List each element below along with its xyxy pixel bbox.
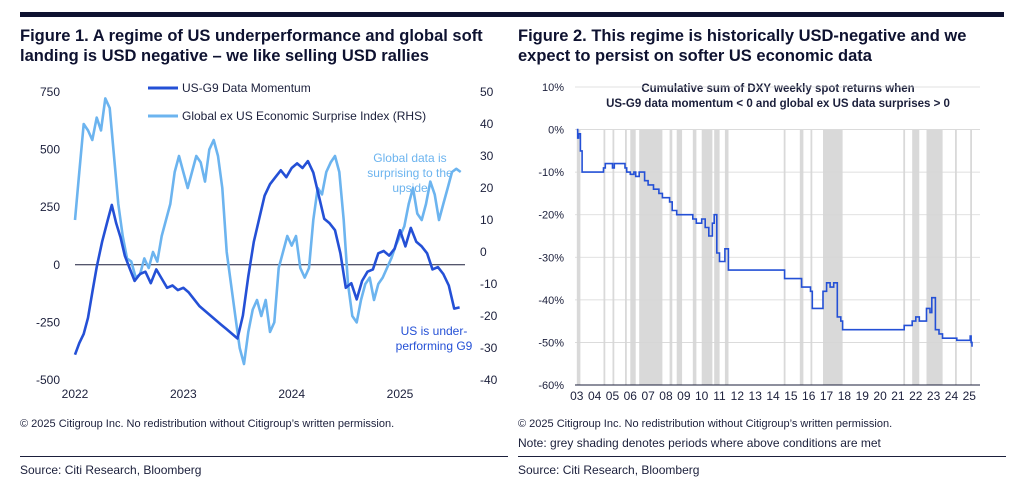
figure2-title: Figure 2. This regime is historically US… xyxy=(518,27,967,65)
annotation-global: Global data is xyxy=(373,151,446,165)
y-tick-label: 0% xyxy=(548,125,564,137)
x-tick-label: 03 xyxy=(570,389,584,403)
x-tick-label: 05 xyxy=(606,389,620,403)
x-tick-label: 20 xyxy=(873,389,887,403)
x-tick-label: 16 xyxy=(802,389,816,403)
figure2-source: Source: Citi Research, Bloomberg xyxy=(518,463,700,477)
y-right-tick-label: -40 xyxy=(480,373,498,387)
cumulative-returns-line xyxy=(576,128,973,347)
figure1-source: Source: Citi Research, Bloomberg xyxy=(20,463,202,477)
y-left-tick-label: 500 xyxy=(40,143,60,157)
figure2-chart: Cumulative sum of DXY weekly spot return… xyxy=(538,82,980,403)
y-left-tick-label: 250 xyxy=(40,200,60,214)
x-tick-label: 07 xyxy=(641,389,655,403)
x-tick-label: 19 xyxy=(856,389,870,403)
top-rule xyxy=(20,12,1004,17)
x-tick-label: 11 xyxy=(713,389,726,403)
x-tick-label: 06 xyxy=(624,389,638,403)
x-tick-label: 08 xyxy=(659,389,673,403)
y-left-tick-label: 750 xyxy=(40,85,60,99)
y-tick-label: 10% xyxy=(542,82,564,94)
x-tick-label: 24 xyxy=(945,389,959,403)
y-tick-label: -40% xyxy=(538,295,564,307)
y-right-tick-label: 40 xyxy=(480,117,494,131)
figure2-note: Note: grey shading denotes periods where… xyxy=(518,436,881,450)
y-right-tick-label: 10 xyxy=(480,213,494,227)
x-tick-label: 23 xyxy=(927,389,941,403)
x-tick-label: 2022 xyxy=(62,387,89,401)
y-right-tick-label: -30 xyxy=(480,341,498,355)
x-tick-label: 09 xyxy=(677,389,691,403)
us-g9-momentum-line xyxy=(73,159,460,356)
x-tick-label: 2023 xyxy=(170,387,197,401)
x-tick-label: 13 xyxy=(749,389,763,403)
y-tick-label: -60% xyxy=(538,380,564,392)
figure1-chart: 750 500 250 0 -250 -500 50 40 30 20 10 0 -10 -20 -30 -4… xyxy=(36,81,498,401)
x-tick-label: 15 xyxy=(784,389,798,403)
legend-label: US-G9 Data Momentum xyxy=(182,81,311,95)
x-tick-label: 25 xyxy=(963,389,977,403)
y-right-tick-label: -20 xyxy=(480,309,498,323)
y-right-tick-label: 50 xyxy=(480,85,494,99)
y-left-tick-label: -500 xyxy=(36,373,60,387)
x-tick-label: 12 xyxy=(731,389,745,403)
y-left-tick-label: -250 xyxy=(36,315,60,329)
figure1-copyright: © 2025 Citigroup Inc. No redistribution … xyxy=(20,418,395,430)
figure2-copyright: © 2025 Citigroup Inc. No redistribution … xyxy=(518,418,893,430)
y-left-tick-label: 0 xyxy=(53,258,60,272)
y-tick-label: -30% xyxy=(538,252,564,264)
y-right-tick-label: 0 xyxy=(480,245,487,259)
annotation-global: upside xyxy=(392,181,428,195)
figure1-divider xyxy=(20,456,508,457)
figure2-divider xyxy=(518,456,1006,457)
x-tick-label: 21 xyxy=(891,389,905,403)
figure1-title: Figure 1. A regime of US underperformanc… xyxy=(20,27,483,65)
annotation-global: surprising to the xyxy=(367,166,453,180)
annotation-us: performing G9 xyxy=(396,339,473,353)
annotation-us: US is under- xyxy=(401,324,468,338)
x-tick-label: 17 xyxy=(820,389,834,403)
y-tick-label: -20% xyxy=(538,210,564,222)
legend-label: Global ex US Economic Surprise Index (RH… xyxy=(182,109,426,123)
x-tick-label: 10 xyxy=(695,389,709,403)
x-tick-label: 22 xyxy=(909,389,923,403)
y-right-tick-label: 20 xyxy=(480,181,494,195)
x-tick-label: 14 xyxy=(766,389,780,403)
x-tick-label: 04 xyxy=(588,389,602,403)
x-tick-label: 2025 xyxy=(387,387,414,401)
x-tick-label: 2024 xyxy=(278,387,305,401)
y-tick-label: -50% xyxy=(538,337,564,349)
y-right-tick-label: 30 xyxy=(480,149,494,163)
chart-title: US-G9 data momentum < 0 and global ex US… xyxy=(606,98,950,110)
chart-title: Cumulative sum of DXY weekly spot return… xyxy=(641,83,914,95)
y-right-tick-label: -10 xyxy=(480,277,498,291)
x-tick-label: 18 xyxy=(838,389,852,403)
y-tick-label: -10% xyxy=(538,167,564,179)
